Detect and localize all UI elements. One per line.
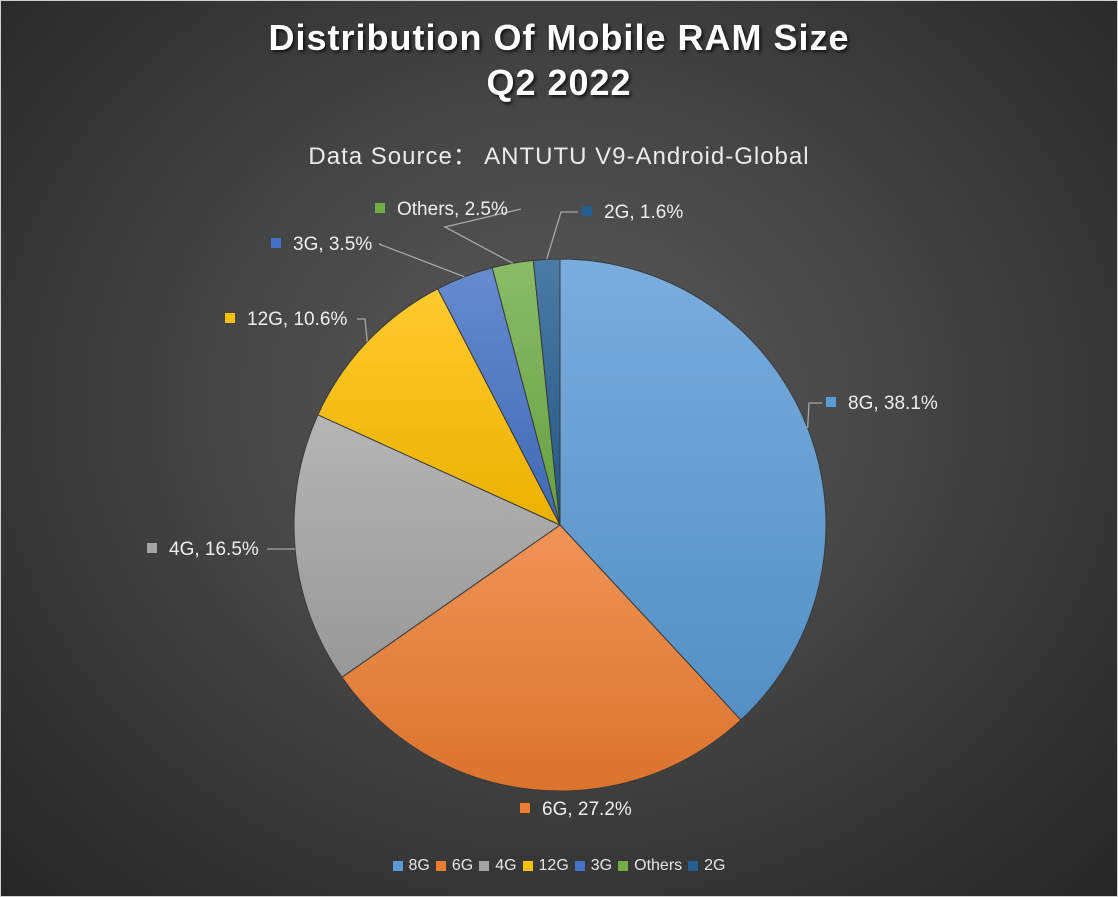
data-label-6g: 6G, 27.2% xyxy=(542,799,632,820)
leader-lines xyxy=(267,208,822,550)
chart-title-line-1: Distribution Of Mobile RAM Size xyxy=(268,17,850,58)
pie-slice-6g xyxy=(341,524,742,792)
pie-slice-12g xyxy=(317,288,562,527)
legend-item-3g: 3G xyxy=(574,857,613,875)
legend-label-2g: 2G xyxy=(704,857,726,874)
data-label-swatch-others xyxy=(375,203,385,213)
legend-item-4g: 4G xyxy=(479,857,517,875)
chart-subtitle: Data Source： ANTUTU V9-Android-Global xyxy=(308,143,810,170)
legend-label-others: Others xyxy=(634,857,683,874)
data-labels: 8G, 38.1% 6G, 27.2% 4G, 16.5% 12G, 10.6% 3G,… xyxy=(147,199,938,820)
data-label-swatch-3g xyxy=(271,238,281,248)
data-label-swatch-4g xyxy=(147,543,157,553)
legend-swatch-6g xyxy=(435,861,446,871)
legend-swatch-3g xyxy=(574,861,585,871)
pie-slices xyxy=(293,258,827,792)
data-label-12g: 12G, 10.6% xyxy=(247,309,347,330)
leader-line-others xyxy=(443,208,522,264)
legend-item-12g: 12G xyxy=(522,857,569,875)
legend-swatch-4g xyxy=(479,861,490,871)
data-label-swatch-12g xyxy=(225,313,235,323)
legend-item-2g: 2G xyxy=(688,857,725,875)
legend-label-3g: 3G xyxy=(590,857,613,874)
pie-slice-4g xyxy=(293,414,562,678)
legend-label-6g: 6G xyxy=(451,857,474,874)
legend-item-8g: 8G xyxy=(392,857,430,875)
data-label-4g: 4G, 16.5% xyxy=(169,539,259,560)
legend-swatch-others xyxy=(618,861,629,871)
data-label-swatch-2g xyxy=(582,206,592,216)
data-label-2g: 2G, 1.6% xyxy=(604,202,683,223)
leader-line-12g xyxy=(357,318,368,342)
data-label-swatch-6g xyxy=(520,803,530,813)
data-label-swatch-8g xyxy=(826,397,836,407)
legend-label-12g: 12G xyxy=(538,857,569,874)
legend-swatch-2g xyxy=(688,861,699,871)
legend-item-others: Others xyxy=(618,857,682,875)
legend-item-6g: 6G xyxy=(435,857,474,875)
legend-label-8g: 8G xyxy=(408,857,430,874)
pie-slice-8g xyxy=(559,258,827,721)
legend-swatch-12g xyxy=(522,861,533,871)
leader-line-2g xyxy=(546,211,578,260)
data-label-others: Others, 2.5% xyxy=(397,199,508,220)
leader-line-3g xyxy=(378,243,465,278)
leader-line-8g xyxy=(806,402,822,428)
data-label-3g: 3G, 3.5% xyxy=(293,234,372,255)
legend-label-4g: 4G xyxy=(495,857,517,874)
legend-swatch-8g xyxy=(392,861,403,871)
chart-legend: 8G 6G 4G 12G 3G Others 2G xyxy=(1,857,1117,875)
chart-title-line-2: Q2 2022 xyxy=(486,62,632,103)
data-label-8g: 8G, 38.1% xyxy=(848,393,938,414)
